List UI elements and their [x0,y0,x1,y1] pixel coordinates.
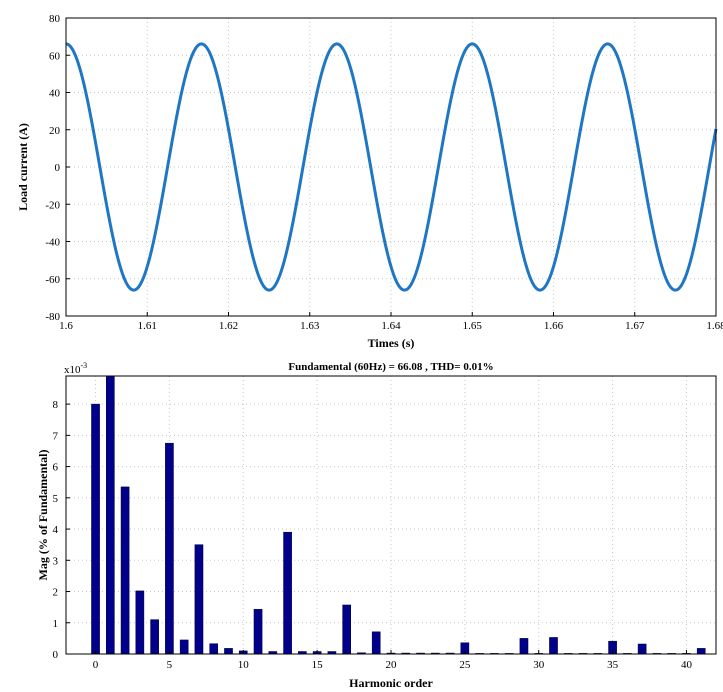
y-tick-label: 20 [49,125,61,137]
x-tick-label: 1.61 [138,320,157,332]
load-current-y-axis-label: Load current (A) [16,123,30,211]
y-tick-label: -40 [45,237,60,249]
y-tick-label: 4 [53,524,59,536]
harmonic-bar-11 [253,609,263,655]
harmonic-bar-41 [696,648,706,655]
harmonic-bar-13 [283,531,292,655]
harmonic-bar-37 [637,643,647,655]
harmonic-spectrum-x-ticks: 0 5 10 15 20 25 30 35 40 [93,650,693,671]
harmonic-spectrum-y-multiplier: x10-3 [64,361,87,376]
x-tick-label: 1.67 [625,320,645,332]
x-tick-label: 1.62 [219,320,238,332]
harmonic-bar-31 [549,637,558,655]
y-multiplier-exponent: -3 [81,361,88,370]
x-tick-label: 5 [167,659,173,671]
y-tick-label: 5 [53,493,59,505]
load-current-y-ticks: -80 -60 -40 -20 0 20 40 60 80 [45,13,70,323]
x-tick-label: 25 [459,659,471,671]
x-tick-label: 35 [607,659,619,671]
y-tick-label: 0 [55,162,61,174]
y-tick-label: 0 [53,649,59,661]
y-multiplier-base: x10 [64,364,81,376]
x-tick-label: 1.66 [544,320,564,332]
harmonic-bar-9 [224,648,233,655]
load-current-x-axis-label: Times (s) [368,336,415,350]
y-tick-label: 40 [49,88,61,100]
y-tick-label: 1 [53,618,59,630]
harmonic-bar-19 [371,631,381,655]
y-tick-label: 3 [53,555,59,567]
load-current-waveform [65,42,718,292]
y-tick-label: 60 [49,50,61,62]
x-tick-label: 1.63 [300,320,320,332]
harmonic-spectrum-title: Fundamental (60Hz) = 66.08 , THD= 0.01% [288,361,493,373]
harmonic-bar-29 [519,638,529,655]
x-tick-label: 1.64 [381,320,401,332]
x-tick-label: 1.65 [463,320,483,332]
harmonic-spectrum-y-axis-label: Mag (% of Fundamental) [36,450,50,581]
y-tick-label: -20 [45,199,60,211]
y-tick-label: 80 [49,13,61,25]
x-tick-label: 0 [93,659,99,671]
harmonic-bar-3 [135,590,145,655]
harmonic-bar-17 [342,604,351,655]
harmonic-bar-5 [165,442,174,655]
x-tick-label: 20 [386,659,398,671]
harmonic-bar-2 [120,486,130,655]
y-tick-label: -60 [45,274,60,286]
x-tick-label: 15 [312,659,324,671]
load-current-chart: 1.6 1.61 1.62 1.63 1.64 1.65 1.66 1.67 1.68 -80-… [16,13,723,350]
harmonic-bar-8 [209,643,219,655]
harmonic-spectrum-chart: Fundamental (60Hz) = 66.08 , THD= 0.01% … [36,361,717,690]
y-tick-label: 6 [53,462,59,474]
load-current-x-ticks: 1.6 1.61 1.62 1.63 1.64 1.65 1.66 1.67 1.68 [59,312,723,332]
harmonic-bar-0 [91,403,100,655]
load-current-line-series [65,42,718,292]
harmonic-bar-1 [106,375,115,655]
y-tick-label: 2 [53,587,59,599]
harmonic-spectrum-bars [91,375,706,655]
x-tick-label: 1.6 [59,320,73,332]
harmonic-bar-4 [150,619,159,655]
harmonic-spectrum-y-ticks: 0 1 2 3 4 5 6 7 8 [53,399,70,661]
x-tick-label: 40 [681,659,693,671]
harmonic-bar-6 [179,639,189,655]
y-tick-label: 8 [53,399,59,411]
harmonic-spectrum-x-axis-label: Harmonic order [349,676,433,690]
x-tick-label: 10 [238,659,250,671]
y-tick-label: 7 [53,430,59,442]
harmonic-spectrum-grid [66,376,716,655]
harmonic-bar-7 [194,544,204,655]
x-tick-label: 1.68 [706,320,723,332]
y-tick-label: -80 [45,311,60,323]
x-tick-label: 30 [533,659,545,671]
